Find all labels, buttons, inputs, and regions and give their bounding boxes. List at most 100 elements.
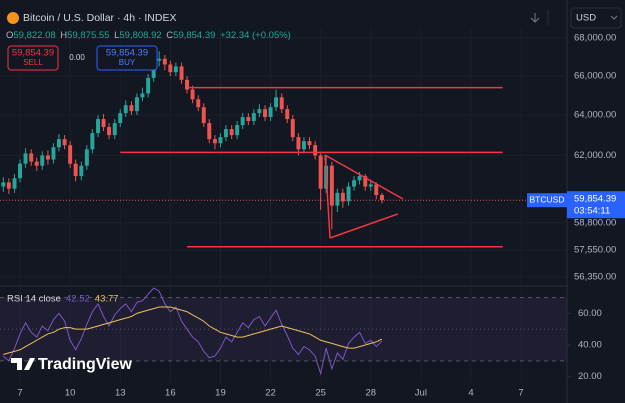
x-tick-label: 19 <box>215 388 226 399</box>
ohlc-key: O <box>6 30 13 41</box>
candle-body <box>34 161 39 166</box>
ohlc-value: 59,808.92 <box>119 30 161 41</box>
candle-body <box>246 117 251 122</box>
candle-body <box>285 109 290 120</box>
candle-body <box>23 153 28 164</box>
y-tick-label: 56,350.00 <box>574 271 616 282</box>
buy-button[interactable] <box>96 45 158 71</box>
candle-body <box>212 139 217 144</box>
candle-body <box>235 125 240 136</box>
ohlc-key: C <box>166 30 173 41</box>
legend-value: 42.52 <box>66 294 90 305</box>
sell-label: SELL <box>23 58 43 67</box>
candle-body <box>168 64 173 73</box>
candle-body <box>357 176 362 181</box>
candle-body <box>379 194 384 201</box>
candle-body <box>68 145 73 164</box>
coin-icon <box>7 12 19 24</box>
candle-body <box>29 153 34 162</box>
candle-body <box>190 89 195 100</box>
y-tick-label: 64,000.00 <box>574 110 616 121</box>
candle-body <box>251 113 256 122</box>
candle-body <box>90 133 95 150</box>
y-tick-label: 57,550.00 <box>574 245 616 256</box>
rsi-line <box>3 306 383 355</box>
plot <box>0 51 567 376</box>
sell-button[interactable] <box>7 45 59 71</box>
candle-body <box>201 107 206 124</box>
candle-body <box>229 129 234 136</box>
y-tick-label: 60.00 <box>578 308 602 319</box>
candle-body <box>290 119 295 138</box>
candle-body <box>134 97 139 112</box>
candle-body <box>73 163 78 177</box>
candle-body <box>101 119 106 128</box>
sell-price: 59,854.39 <box>12 48 54 59</box>
x-tick-label: Jul <box>415 388 427 399</box>
candle-body <box>18 163 23 179</box>
ohlc-key: H <box>60 30 67 41</box>
ohlc-value: 59,854.39 <box>173 30 215 41</box>
currency-box[interactable] <box>570 7 622 29</box>
candle-body <box>123 105 128 114</box>
candle-body <box>140 93 145 98</box>
candle-body <box>274 97 279 108</box>
x-tick-label: 28 <box>365 388 376 399</box>
last-price: 59,854.39 <box>574 194 616 205</box>
candle-body <box>257 109 262 114</box>
candle-body <box>6 182 11 189</box>
candle-body <box>301 141 306 150</box>
rsi-title: RSI 14 close <box>7 294 61 305</box>
logo: TradingView <box>38 356 133 373</box>
candle-body <box>51 147 56 160</box>
candle-body <box>107 127 112 136</box>
y-tick-label: 58,800.00 <box>574 217 616 228</box>
candle-body <box>296 137 301 150</box>
x-tick-label: 25 <box>315 388 326 399</box>
candle-body <box>56 139 61 148</box>
download-icon[interactable] <box>530 13 540 23</box>
y-tick-label: 20.00 <box>578 371 602 382</box>
candle-body <box>196 99 201 108</box>
trend-line <box>324 154 331 239</box>
x-tick-label: 7 <box>17 388 22 399</box>
ohlc-value: 59,875.55 <box>67 30 109 41</box>
chevron <box>610 15 618 20</box>
x-tick-label: 16 <box>165 388 176 399</box>
y-tick-label: 40.00 <box>578 340 602 351</box>
spread: 0.00 <box>69 53 85 62</box>
buy-price: 59,854.39 <box>106 48 148 59</box>
candle-body <box>40 155 45 166</box>
candle-body <box>313 145 318 156</box>
y-tick-label: 66,000.00 <box>574 71 616 82</box>
candle-body <box>307 141 312 146</box>
symbol-label: BTCUSD <box>530 194 565 204</box>
candle-body <box>318 155 323 189</box>
candle-body <box>279 97 284 110</box>
candle-body <box>185 79 190 90</box>
candle-body <box>112 123 117 136</box>
x-tick-label: 13 <box>115 388 126 399</box>
buy-label: BUY <box>119 58 136 67</box>
currency: USD <box>576 13 596 24</box>
candle-body <box>335 192 340 206</box>
candle-body <box>118 113 123 124</box>
candle-body <box>218 137 223 144</box>
candle-body <box>363 176 368 187</box>
candle-body <box>340 192 345 202</box>
candle-body <box>374 184 379 195</box>
symbol-title[interactable]: Bitcoin / U.S. Dollar · 4h · INDEX <box>23 12 176 24</box>
symbol-label-box <box>527 193 567 208</box>
candle-body <box>329 165 334 206</box>
candle-body <box>162 58 167 65</box>
candle-body <box>79 165 84 177</box>
candle-body <box>223 129 228 138</box>
last-price-box <box>567 191 625 219</box>
candle-body <box>173 66 178 73</box>
legend: 42.52 43.77 <box>66 294 119 305</box>
countdown: 03:54:11 <box>574 206 610 217</box>
candle-body <box>129 105 134 112</box>
trend-line <box>324 154 404 200</box>
